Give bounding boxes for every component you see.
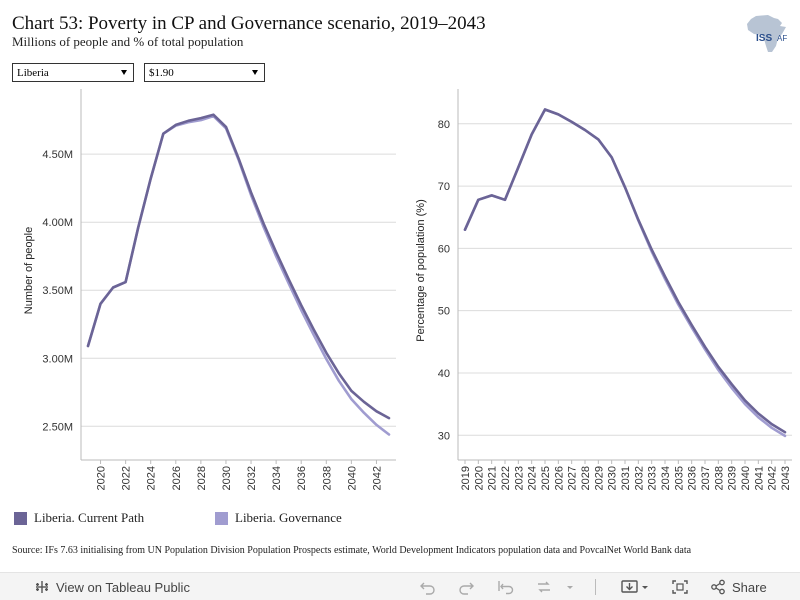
left-chart-y-tick-label: 3.00M [42, 353, 73, 365]
right-chart-x-tick-label: 2025 [540, 466, 552, 490]
right-chart-x-tick-label: 2020 [473, 466, 485, 490]
right-chart-x-tick-label: 2043 [780, 466, 792, 490]
right-chart-y-tick-label: 70 [438, 181, 450, 193]
right-chart-x-tick-label: 2024 [527, 466, 539, 490]
undo-icon[interactable] [419, 579, 437, 595]
left-chart-x-tick-label: 2020 [96, 466, 108, 490]
right-chart-x-tick-label: 2032 [633, 466, 645, 490]
right-chart-series-governance [463, 108, 787, 438]
legend-swatch-current-path [14, 511, 27, 525]
left-chart-y-tick-label: 4.50M [42, 149, 73, 161]
left-chart-x-tick-label: 2038 [321, 466, 333, 490]
left-chart-x-tick-label: 2034 [271, 466, 283, 490]
left-chart-y-tick-label: 3.50M [42, 285, 73, 297]
revert-icon[interactable] [497, 579, 515, 595]
left-chart-x-tick-label: 2042 [371, 466, 383, 490]
left-chart-x-tick-label: 2030 [221, 466, 233, 490]
svg-text:ISS: ISS [756, 33, 772, 44]
left-chart-x-tick-label: 2026 [171, 466, 183, 490]
redo-icon[interactable] [457, 579, 475, 595]
right-chart-x-tick-label: 2019 [460, 466, 472, 490]
chevron-down-icon[interactable] [565, 579, 575, 595]
fullscreen-icon[interactable] [671, 579, 689, 595]
legend-label-current-path: Liberia. Current Path [34, 510, 145, 525]
left-chart-y-axis-title: Number of people [23, 227, 35, 314]
tableau-logo-icon [36, 581, 48, 593]
right-chart-y-tick-label: 50 [438, 306, 450, 318]
right-chart-y-tick-label: 60 [438, 243, 450, 255]
right-chart-y-tick-label: 30 [438, 430, 450, 442]
left-chart-x-tick-label: 2022 [121, 466, 133, 490]
right-chart-y-tick-label: 40 [438, 368, 450, 380]
tableau-toolbar: View on Tableau Public Share [0, 572, 800, 600]
right-chart-x-tick-label: 2028 [580, 466, 592, 490]
right-chart-x-tick-label: 2036 [687, 466, 699, 490]
right-chart-x-tick-label: 2042 [767, 466, 779, 490]
left-chart-y-tick-label: 2.50M [42, 421, 73, 433]
right-chart-series-current-path [463, 108, 787, 434]
chart-subtitle: Millions of people and % of total popula… [12, 34, 244, 49]
chart-title: Chart 53: Poverty in CP and Governance s… [12, 13, 486, 34]
country-dropdown[interactable]: Liberia [12, 63, 134, 82]
download-icon[interactable] [621, 579, 651, 595]
left-chart-y-tick-label: 4.00M [42, 217, 73, 229]
left-chart-x-tick-label: 2040 [346, 466, 358, 490]
left-chart-x-tick-label: 2036 [296, 466, 308, 490]
iss-africa-logo: ISS AF [747, 15, 787, 52]
legend-item-governance[interactable]: Liberia. Governance [215, 510, 342, 526]
threshold-dropdown[interactable]: $1.90 [144, 63, 265, 82]
right-chart-x-tick-label: 2034 [660, 466, 672, 490]
right-chart-x-tick-label: 2035 [673, 466, 685, 490]
left-chart-x-tick-label: 2024 [146, 466, 158, 490]
country-dropdown-value: Liberia [17, 67, 49, 79]
legend-label-governance: Liberia. Governance [235, 510, 342, 525]
source-note: Source: IFs 7.63 initialising from UN Po… [12, 545, 692, 556]
left-chart-x-tick-label: 2028 [196, 466, 208, 490]
right-chart-x-tick-label: 2027 [567, 466, 579, 490]
share-label: Share [732, 579, 767, 595]
threshold-dropdown-value: $1.90 [149, 67, 174, 79]
legend-item-current-path[interactable]: Liberia. Current Path [14, 510, 144, 526]
right-chart-x-tick-label: 2041 [753, 466, 765, 490]
view-on-tableau-link[interactable]: View on Tableau Public [34, 579, 190, 595]
right-chart-x-tick-label: 2040 [740, 466, 752, 490]
legend-swatch-governance [215, 511, 228, 525]
refresh-icon[interactable] [535, 579, 553, 595]
chevron-down-icon [121, 70, 127, 75]
right-chart-y-tick-label: 80 [438, 119, 450, 131]
share-button[interactable]: Share [710, 579, 767, 595]
right-chart-x-tick-label: 2031 [620, 466, 632, 490]
right-chart-x-tick-label: 2022 [500, 466, 512, 490]
right-chart-x-tick-label: 2021 [487, 466, 499, 490]
right-chart-x-tick-label: 2026 [553, 466, 565, 490]
left-chart-series-current-path [86, 113, 391, 420]
right-chart-x-tick-label: 2039 [727, 466, 739, 490]
right-chart-x-tick-label: 2023 [513, 466, 525, 490]
right-chart-y-axis-title: Percentage of population (%) [415, 199, 427, 341]
svg-text:AF: AF [777, 34, 787, 43]
right-chart-x-tick-label: 2030 [607, 466, 619, 490]
share-icon [711, 579, 725, 595]
right-chart-x-tick-label: 2038 [713, 466, 725, 490]
right-chart-x-tick-label: 2029 [593, 466, 605, 490]
toolbar-divider [595, 579, 596, 595]
view-on-tableau-label: View on Tableau Public [56, 579, 190, 595]
chevron-down-icon [252, 70, 258, 75]
right-chart-x-tick-label: 2033 [647, 466, 659, 490]
right-chart-x-tick-label: 2037 [700, 466, 712, 490]
left-chart-x-tick-label: 2032 [246, 466, 258, 490]
